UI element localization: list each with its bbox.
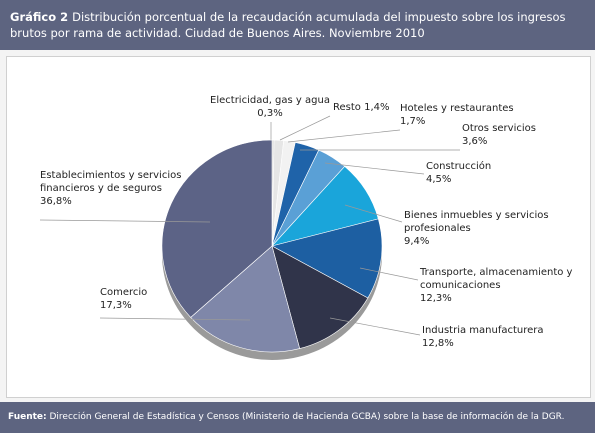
- pie-slice: [271, 245, 369, 349]
- leader-line: [99, 317, 251, 321]
- leader-line: [329, 317, 421, 336]
- value-label: 3,6%: [462, 136, 488, 147]
- source-label: Fuente:: [8, 412, 47, 422]
- value-label: 12,8%: [422, 338, 454, 349]
- leader-line: [324, 162, 425, 175]
- leader-line: [287, 129, 401, 143]
- category-label: Resto: [333, 102, 361, 113]
- slice-label: Industria manufacturera 12,8%: [422, 324, 562, 350]
- value-label: 36,8%: [40, 196, 72, 207]
- category-label: Comercio: [100, 287, 148, 298]
- category-label: Transporte, almacenamiento y comunicacio…: [420, 267, 573, 291]
- slice-label: Establecimientos y servicios financieros…: [40, 169, 200, 208]
- category-label: Hoteles y restaurantes: [400, 103, 514, 114]
- leader-line: [279, 115, 331, 141]
- pie-slice: [161, 139, 273, 318]
- value-label: 0,3%: [257, 108, 283, 119]
- value-label: 1,7%: [400, 116, 426, 127]
- figure-label: Gráfico 2: [10, 10, 69, 24]
- footer: Fuente: Dirección General de Estadística…: [0, 402, 595, 433]
- slice-label: Transporte, almacenamiento y comunicacio…: [420, 266, 575, 305]
- value-label: 17,3%: [100, 300, 132, 311]
- leader-line: [344, 204, 403, 223]
- slice-label: Bienes inmuebles y servicios profesional…: [404, 209, 574, 248]
- chart-title: Distribución porcentual de la recaudació…: [10, 10, 566, 40]
- header: Gráfico 2 Distribución porcentual de la r…: [0, 0, 595, 50]
- pie-slice: [271, 218, 383, 299]
- leader-line: [39, 219, 211, 223]
- value-label: 1,4%: [364, 102, 390, 113]
- category-label: Bienes inmuebles y servicios profesional…: [404, 210, 549, 234]
- slice-label: Electricidad, gas y agua 0,3%: [190, 94, 350, 120]
- category-label: Industria manufacturera: [422, 325, 544, 336]
- slice-label: Resto 1,4%: [333, 101, 413, 114]
- category-label: Electricidad, gas y agua: [210, 95, 330, 106]
- value-label: 4,5%: [426, 174, 452, 185]
- slice-label: Hoteles y restaurantes 1,7%: [400, 102, 540, 128]
- slice-label: Construcción 4,5%: [426, 160, 506, 186]
- value-label: 12,3%: [420, 293, 452, 304]
- leader-line: [359, 267, 419, 281]
- source: Dirección General de Estadística y Censo…: [49, 412, 565, 422]
- category-label: Construcción: [426, 161, 492, 172]
- pie-slice: [190, 245, 301, 353]
- category-label: Otros servicios: [462, 123, 536, 134]
- value-label: 9,4%: [404, 236, 430, 247]
- category-label: Establecimientos y servicios financieros…: [40, 170, 182, 194]
- slice-label: Comercio 17,3%: [100, 286, 200, 312]
- slice-label: Otros servicios 3,6%: [462, 122, 562, 148]
